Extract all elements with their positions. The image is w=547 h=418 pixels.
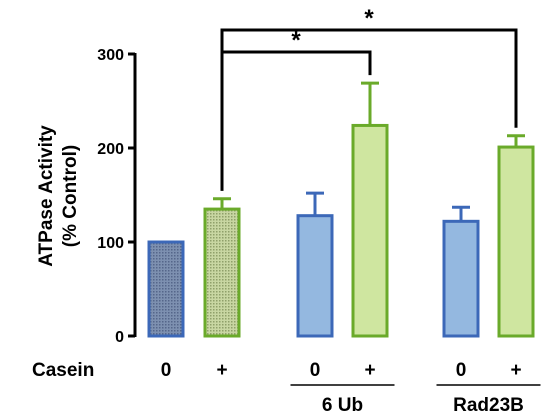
y-axis-label: ATPase Activity (% Control) [36,125,81,267]
casein-label: + [216,360,227,381]
casein-label: 0 [310,360,321,381]
significance-label: * [364,5,374,32]
casein-row-label: Casein [32,360,94,381]
bar [497,145,535,338]
casein-label: + [510,360,521,381]
group-label: Rad23B [453,395,524,416]
x-axis-labels: Casein 0 +0 +6 Ub0 +Rad23B [32,360,541,416]
bars [147,81,535,338]
bar [296,214,334,338]
significance-bracket [220,28,518,191]
bar [147,240,185,338]
y-tick-label: 100 [97,235,124,252]
y-tick-label: 300 [97,47,124,64]
casein-label: 0 [161,360,172,381]
y-tick-label: 0 [115,329,124,346]
bar [203,207,241,338]
bar [351,123,389,338]
significance-bracket [220,50,372,191]
bar [442,219,480,338]
y-axis-label-line-1: ATPase Activity [36,125,57,267]
y-tick-label: 200 [97,141,124,158]
casein-label: + [364,360,375,381]
y-axis: 0 100 200 300 [97,47,137,346]
group-label: 6 Ub [322,395,363,416]
y-axis-label-line-2: (% Control) [60,145,81,247]
significance-brackets: ** [220,5,518,191]
casein-label: 0 [456,360,467,381]
significance-label: * [291,27,301,54]
